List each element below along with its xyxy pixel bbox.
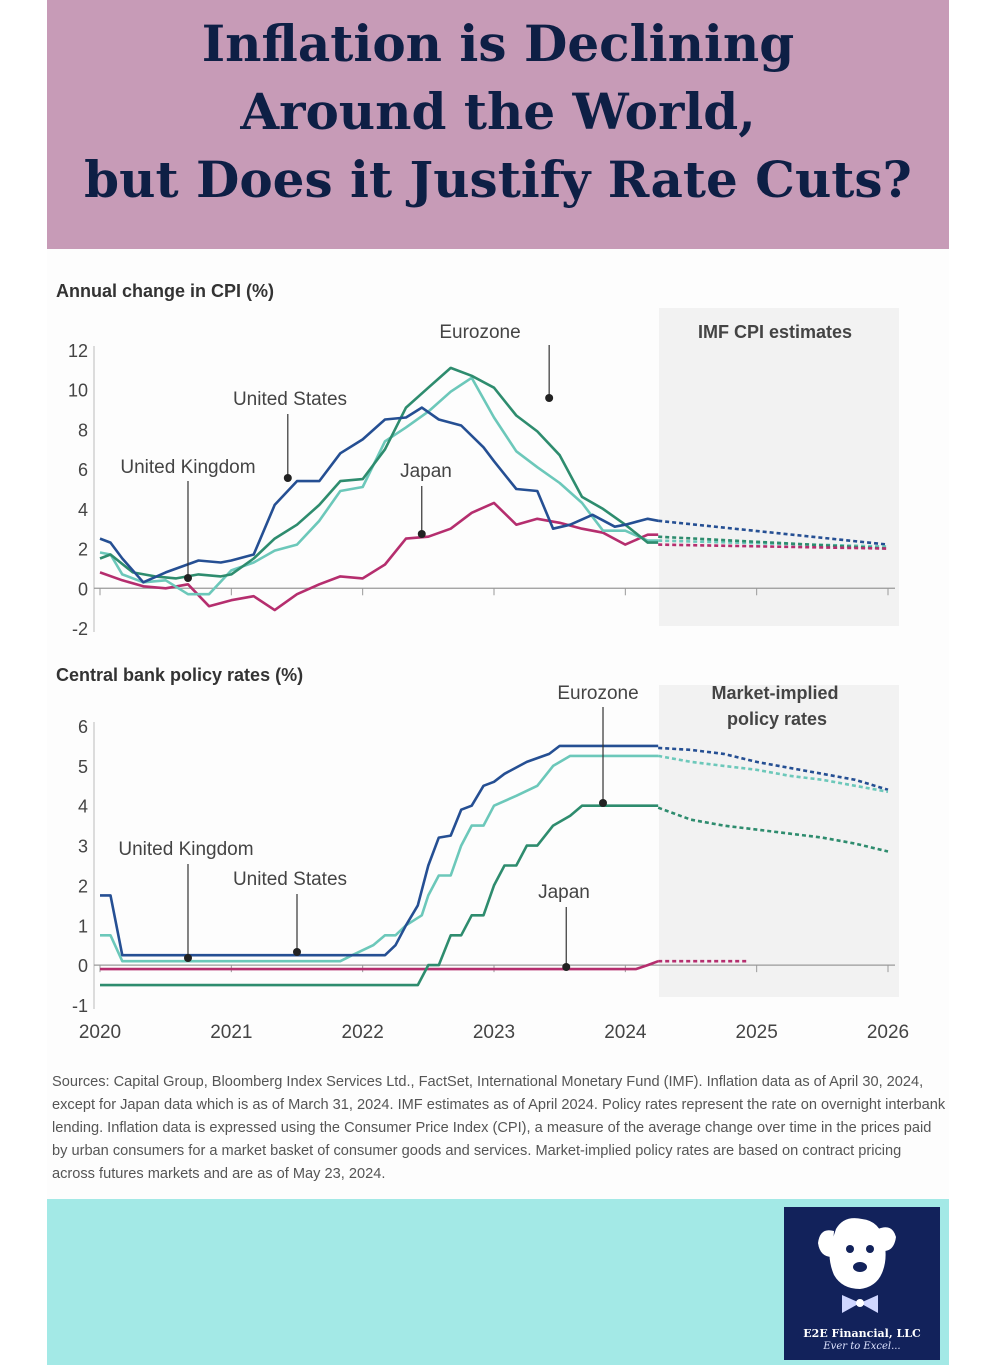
policy-forecast-shade <box>659 685 899 997</box>
y-tick-label: 0 <box>78 579 88 599</box>
cpi-chart: Annual change in CPI (%) IMF CPI estimat… <box>56 281 899 639</box>
series-line-eurozone <box>99 376 659 596</box>
x-tick-label: 2020 <box>79 1022 121 1043</box>
company-logo: E2E Financial, LLC Ever to Excel... <box>784 1207 940 1360</box>
annotation-dot <box>183 954 192 962</box>
series-line-japan <box>100 959 659 971</box>
y-tick-label: 3 <box>78 837 88 857</box>
forecast-line-eurozone <box>657 754 889 794</box>
cpi-forecast-label: IMF CPI estimates <box>698 322 852 342</box>
y-tick-label: -1 <box>72 996 88 1016</box>
annotation-dot <box>562 963 571 971</box>
annotation-dot <box>183 574 192 582</box>
y-tick-label: 10 <box>68 381 88 401</box>
annotation-label: Eurozone <box>439 322 520 343</box>
policy-chart-title: Central bank policy rates (%) <box>56 665 303 685</box>
x-tick-label: 2024 <box>604 1022 647 1043</box>
y-tick-label: 8 <box>78 420 88 440</box>
y-tick-label: 4 <box>78 797 88 817</box>
y-tick-label: -2 <box>72 619 88 639</box>
forecast-line-united-kingdom <box>658 535 889 550</box>
annotation-label: Eurozone <box>557 683 638 704</box>
policy-forecast-lines <box>657 746 889 963</box>
title-banner: Inflation is Declining Around the World,… <box>47 0 949 249</box>
y-tick-label: 5 <box>78 757 88 777</box>
dog-mascot-icon <box>818 1218 896 1313</box>
annotation-label: United States <box>233 389 347 410</box>
policy-forecast-label-1: Market-implied <box>711 683 838 703</box>
forecast-line-united-states <box>658 746 889 792</box>
y-tick-label: 6 <box>78 460 88 480</box>
title-line-1: Inflation is Declining <box>201 14 795 73</box>
annotation-dot <box>545 394 554 402</box>
logo-tagline: Ever to Excel... <box>823 1341 901 1352</box>
logo-company-name: E2E Financial, LLC <box>803 1327 921 1340</box>
annotation-dot <box>417 530 426 538</box>
series-line-eurozone <box>100 754 659 963</box>
annotation-label: United Kingdom <box>118 839 253 860</box>
annotation-dot <box>283 474 292 482</box>
policy-forecast-label-2: policy rates <box>727 709 827 729</box>
policy-axes: 6 5 4 3 2 1 0 -1 2020 2021 2022 2023 2024 2025 2026 <box>72 717 909 1043</box>
policy-rate-chart: Central bank policy rates (%) Market-imp… <box>56 665 909 1043</box>
y-tick-label: 12 <box>68 341 88 361</box>
y-tick-label: 4 <box>78 500 88 520</box>
annotation-label: Japan <box>400 461 452 482</box>
charts-svg: Annual change in CPI (%) IMF CPI estimat… <box>56 281 909 1043</box>
annotation-label: Japan <box>538 882 590 903</box>
forecast-line-japan <box>658 543 889 550</box>
page-title: Inflation is Declining Around the World,… <box>47 0 949 214</box>
series-line-united-states <box>100 744 659 957</box>
cpi-chart-title: Annual change in CPI (%) <box>56 281 274 301</box>
series-line-united-states <box>99 406 659 584</box>
cpi-lines <box>99 366 659 612</box>
y-tick-label: 6 <box>78 717 88 737</box>
x-tick-label: 2022 <box>342 1022 384 1043</box>
policy-lines <box>100 744 659 987</box>
y-tick-label: 2 <box>78 876 88 896</box>
y-tick-label: 1 <box>78 916 88 936</box>
title-line-3: but Does it Justify Rate Cuts? <box>84 150 912 209</box>
x-tick-label: 2023 <box>473 1022 515 1043</box>
title-line-2: Around the World, <box>240 82 756 141</box>
y-tick-label: 2 <box>78 540 88 560</box>
series-line-japan <box>99 501 659 612</box>
annotation-label: United States <box>233 869 347 890</box>
annotation-label: United Kingdom <box>120 457 255 478</box>
sources-note: Sources: Capital Group, Bloomberg Index … <box>52 1074 946 1182</box>
cpi-forecast-shade <box>659 308 899 626</box>
y-tick-label: 0 <box>78 956 88 976</box>
cpi-axes: 12 10 8 6 4 2 0 -2 <box>68 341 895 639</box>
cpi-annotations: Eurozone United States United Kingdom Japan <box>120 322 554 582</box>
cpi-forecast-lines <box>658 519 889 550</box>
series-line-united-kingdom <box>100 804 659 987</box>
policy-annotations: Eurozone United Kingdom United States Japan <box>118 683 639 971</box>
annotation-dot <box>293 948 301 956</box>
x-tick-label: 2026 <box>867 1022 909 1043</box>
forecast-line-united-states <box>658 519 889 546</box>
annotation-dot <box>599 799 608 807</box>
x-tick-label: 2021 <box>210 1022 252 1043</box>
x-tick-label: 2025 <box>736 1022 778 1043</box>
